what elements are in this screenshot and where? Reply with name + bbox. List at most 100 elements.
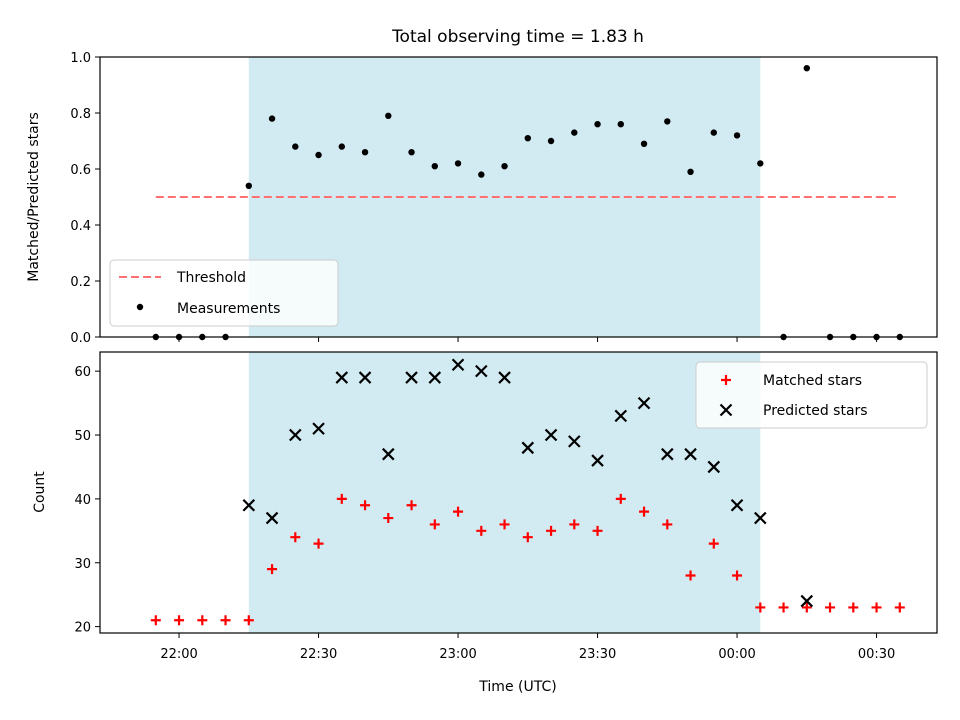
- measurement-point: [664, 118, 671, 125]
- ratio-legend: [109, 259, 339, 327]
- y-tick-label: 40: [74, 493, 91, 508]
- predicted-stars-point: [614, 409, 628, 423]
- chart-title: Total observing time = 1.83 h: [391, 27, 644, 47]
- predicted-stars-point: [498, 371, 511, 384]
- measurement-point: [454, 160, 462, 167]
- matched-stars-point: [546, 525, 557, 536]
- matched-stars-point: [708, 538, 719, 549]
- measurement-point: [478, 171, 485, 178]
- predicted-stars-point: [521, 441, 535, 455]
- matched-stars-point: [685, 570, 696, 581]
- matched-stars-point: [825, 602, 836, 613]
- x-axis-label: Time (UTC): [478, 679, 556, 695]
- legend-measurements-swatch: [136, 303, 144, 311]
- predicted-stars-point: [544, 428, 558, 442]
- predicted-stars-point: [335, 371, 349, 384]
- ratio-panel: 0.0 0.2 0.4 0.6 0.8 1.0 Threshold Measurements: [70, 51, 938, 346]
- y-tick-label: 0.4: [70, 219, 91, 234]
- matched-stars-point: [429, 519, 440, 530]
- matched-stars-point: [313, 538, 324, 549]
- predicted-stars-point: [637, 396, 651, 410]
- predicted-stars-point: [661, 447, 674, 461]
- measurement-point: [571, 129, 578, 136]
- matched-stars-point: [755, 602, 766, 613]
- matched-stars-point: [778, 602, 789, 613]
- matched-stars-point: [174, 615, 185, 626]
- y-tick-label: 0.0: [70, 331, 91, 346]
- matched-stars-point: [871, 602, 882, 613]
- matched-stars-point: [522, 532, 533, 543]
- predicted-stars-point: [684, 447, 697, 461]
- measurement-point: [547, 137, 555, 145]
- measurement-point: [268, 115, 276, 122]
- predicted-stars-point: [312, 422, 325, 435]
- matched-stars-point: [848, 602, 859, 613]
- y-tick-label: 0.6: [70, 163, 91, 178]
- legend-matched-label: Matched stars: [763, 373, 862, 389]
- matched-stars-point: [894, 602, 905, 613]
- measurement-point: [501, 163, 508, 170]
- predicted-stars-point: [800, 594, 814, 608]
- observing-span-shade: [248, 352, 761, 633]
- predicted-stars-point: [289, 428, 302, 442]
- measurement-point: [245, 182, 252, 189]
- measurement-point: [385, 112, 392, 120]
- x-tick-label: 23:30: [579, 647, 616, 662]
- predicted-stars-point: [382, 447, 395, 461]
- measurement-point: [733, 132, 741, 139]
- matched-stars-point: [499, 519, 510, 530]
- predicted-stars-point: [730, 498, 744, 512]
- x-tick-label: 23:00: [439, 647, 476, 662]
- plot-frame: [99, 56, 938, 338]
- measurement-point: [431, 163, 438, 170]
- measurement-point: [710, 129, 717, 136]
- measurement-point: [757, 160, 764, 167]
- matched-stars-point: [197, 615, 208, 626]
- legend-measurements-label: Measurements: [177, 301, 280, 317]
- predicted-stars-point: [591, 454, 604, 467]
- predicted-stars-point: [451, 358, 465, 372]
- measurement-point: [617, 121, 624, 128]
- measurement-point: [408, 149, 415, 156]
- predicted-stars-point: [358, 371, 372, 384]
- plot-frame: [99, 351, 938, 634]
- matched-stars-point: [406, 500, 417, 511]
- matched-stars-point: [290, 532, 301, 543]
- matched-stars-point: [383, 513, 394, 524]
- count-panel: 20 30 40 50 60 22:00 22:30 23:00 23:30 00:00 00:30…: [74, 351, 938, 662]
- matched-stars-point: [150, 615, 161, 626]
- x-tick-label: 22:30: [300, 647, 337, 662]
- predicted-stars-point: [265, 511, 279, 525]
- y-tick-label: 0.8: [70, 107, 91, 122]
- matched-stars-point: [243, 615, 254, 626]
- predicted-stars-point: [707, 460, 721, 474]
- x-tick-label: 22:00: [160, 647, 197, 662]
- legend-threshold-label: Threshold: [176, 270, 246, 286]
- matched-stars-point: [360, 500, 371, 511]
- count-legend: [695, 361, 928, 429]
- legend-predicted-label: Predicted stars: [763, 403, 868, 419]
- matched-stars-point: [732, 570, 743, 581]
- matched-stars-point: [476, 525, 487, 536]
- predicted-stars-point: [475, 364, 488, 378]
- measurement-point: [640, 140, 648, 147]
- count-y-axis-label: Count: [32, 471, 48, 513]
- matched-stars-point: [639, 506, 650, 517]
- predicted-stars-point: [568, 435, 581, 448]
- predicted-stars-point: [428, 371, 442, 384]
- matched-stars-point: [569, 519, 580, 530]
- x-tick-label: 00:00: [718, 647, 755, 662]
- predicted-stars-point: [242, 498, 256, 512]
- measurement-point: [803, 65, 810, 72]
- y-tick-label: 50: [74, 429, 91, 444]
- matched-stars-point: [453, 506, 464, 517]
- legend-predicted-swatch: [719, 403, 733, 417]
- x-tick-label: 00:30: [858, 647, 895, 662]
- ratio-y-axis-label: Matched/Predicted stars: [26, 112, 42, 282]
- matched-stars-point: [592, 525, 603, 536]
- measurement-point: [594, 121, 601, 128]
- measurement-point: [524, 135, 531, 142]
- matched-stars-point: [220, 615, 231, 626]
- predicted-stars-point: [754, 511, 767, 525]
